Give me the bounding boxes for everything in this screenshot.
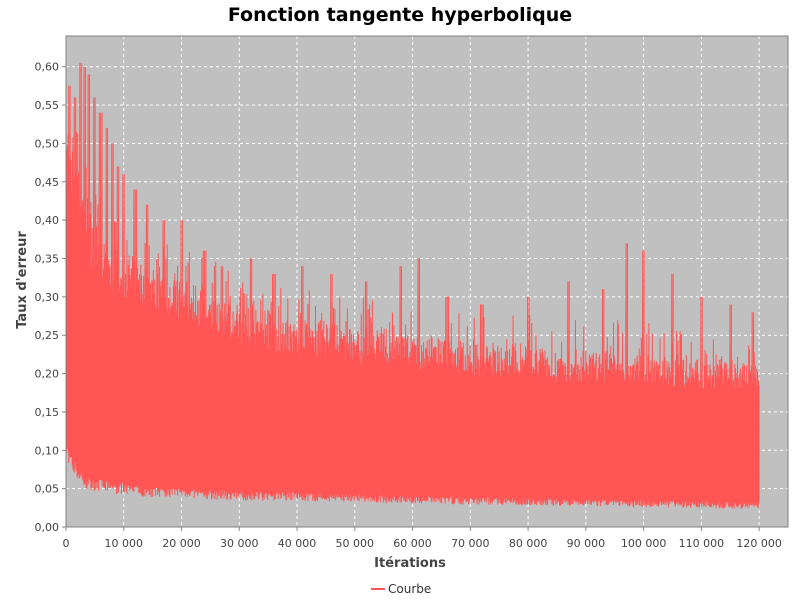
x-tick-label: 110 000 bbox=[679, 537, 725, 550]
y-tick-label: 0,55 bbox=[35, 99, 60, 112]
x-tick-label: 50 000 bbox=[336, 537, 375, 550]
x-tick-label: 70 000 bbox=[451, 537, 490, 550]
y-tick-label: 0,35 bbox=[35, 252, 60, 265]
x-tick-label: 20 000 bbox=[162, 537, 201, 550]
x-tick-label: 80 000 bbox=[509, 537, 548, 550]
y-axis: 0,00 0,05 0,10 0,15 0,20 0,25 0,30 0,35 0,40 0,45… bbox=[35, 61, 66, 534]
y-tick-label: 0,45 bbox=[35, 176, 60, 189]
y-tick-label: 0,25 bbox=[35, 329, 60, 342]
y-tick-label: 0,15 bbox=[35, 406, 60, 419]
y-tick-label: 0,05 bbox=[35, 483, 60, 496]
legend: Courbe bbox=[371, 582, 431, 596]
x-tick-label: 30 000 bbox=[220, 537, 259, 550]
x-tick-label: 120 000 bbox=[736, 537, 782, 550]
y-tick-label: 0,30 bbox=[35, 291, 60, 304]
x-tick-label: 0 bbox=[63, 537, 70, 550]
series-line-courbe bbox=[65, 62, 760, 509]
y-tick-label: 0,50 bbox=[35, 137, 60, 150]
series-group bbox=[65, 62, 760, 509]
y-tick-label: 0,40 bbox=[35, 214, 60, 227]
plot-border bbox=[65, 35, 789, 528]
x-axis: 0 10 000 20 000 30 000 40 000 50 000 60 000 70 … bbox=[63, 527, 782, 550]
y-tick-label: 0,20 bbox=[35, 368, 60, 381]
y-axis-label: Taux d'erreur bbox=[15, 231, 30, 329]
y-tick-label: 0,60 bbox=[35, 61, 60, 74]
x-tick-label: 10 000 bbox=[105, 537, 144, 550]
y-tick-label: 0,00 bbox=[35, 521, 60, 534]
x-tick-label: 100 000 bbox=[621, 537, 667, 550]
legend-label: Courbe bbox=[388, 582, 431, 596]
x-tick-label: 60 000 bbox=[393, 537, 432, 550]
x-tick-label: 40 000 bbox=[278, 537, 317, 550]
chart-title: Fonction tangente hyperbolique bbox=[228, 4, 572, 26]
x-tick-label: 90 000 bbox=[567, 537, 606, 550]
y-tick-label: 0,10 bbox=[35, 444, 60, 457]
x-axis-label: Itérations bbox=[374, 556, 446, 571]
